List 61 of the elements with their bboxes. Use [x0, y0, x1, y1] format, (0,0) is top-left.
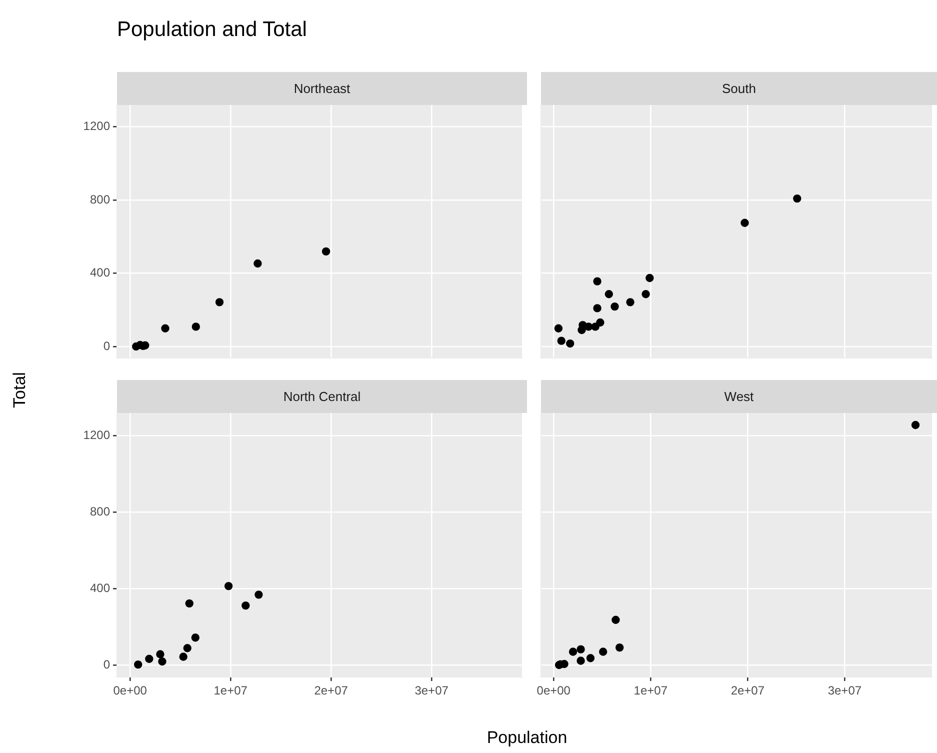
y-tick-label: 0: [103, 338, 110, 353]
point: [793, 194, 802, 203]
y-tick-label: 1200: [83, 428, 110, 442]
point: [134, 660, 142, 669]
chart-subtitle: West: [541, 380, 937, 413]
y-tick-label: 800: [90, 504, 110, 518]
x-tick-label: 3e+07: [414, 684, 449, 698]
point: [604, 290, 614, 298]
y-axis-title: Total: [10, 372, 30, 408]
point: [554, 324, 563, 332]
x-tick-label: 2e+07: [314, 684, 348, 698]
point: [593, 304, 602, 312]
point: [911, 420, 920, 430]
point: [161, 324, 170, 332]
point: [215, 298, 224, 306]
point: [596, 318, 604, 327]
point: [322, 247, 330, 256]
chart-subtitle: North Central: [117, 380, 527, 413]
x-tick-label: 0e+00: [536, 684, 571, 698]
point: [192, 322, 200, 331]
x-tick-label: 1e+07: [214, 684, 248, 698]
point: [179, 652, 188, 661]
point: [158, 657, 166, 666]
x-tick-label: 0e+00: [113, 684, 148, 698]
y-tick-label: 400: [90, 266, 110, 280]
point: [557, 336, 566, 345]
point: [612, 616, 620, 624]
point: [576, 645, 585, 654]
point: [254, 590, 263, 599]
y-tick-label: 400: [90, 580, 110, 595]
chart-subtitle: South: [541, 72, 937, 105]
point: [615, 643, 624, 652]
point: [610, 302, 619, 311]
point: [145, 654, 154, 663]
chart-subtitle: Northeast: [117, 72, 527, 105]
point: [598, 648, 608, 656]
y-tick-label: 800: [90, 192, 110, 206]
x-tick-label: 3e+07: [828, 684, 862, 698]
point: [584, 322, 593, 331]
chart-title: Population and Total: [117, 18, 307, 42]
point: [568, 648, 578, 656]
point: [586, 654, 595, 662]
y-tick-label: 0: [103, 657, 110, 672]
point: [156, 650, 164, 658]
point: [191, 634, 200, 642]
point: [740, 218, 749, 227]
point: [646, 274, 654, 282]
point: [242, 601, 250, 610]
point: [185, 599, 194, 608]
point: [224, 582, 233, 590]
point: [642, 290, 650, 298]
x-tick-label: 1e+07: [634, 684, 668, 698]
point: [183, 644, 192, 652]
point: [576, 656, 585, 665]
x-axis-title: Population: [486, 728, 568, 748]
point: [593, 277, 602, 286]
x-tick-label: 2e+07: [730, 684, 765, 698]
point: [626, 298, 634, 306]
y-tick-label: 1200: [83, 119, 110, 134]
point: [566, 339, 574, 348]
point: [254, 259, 262, 268]
